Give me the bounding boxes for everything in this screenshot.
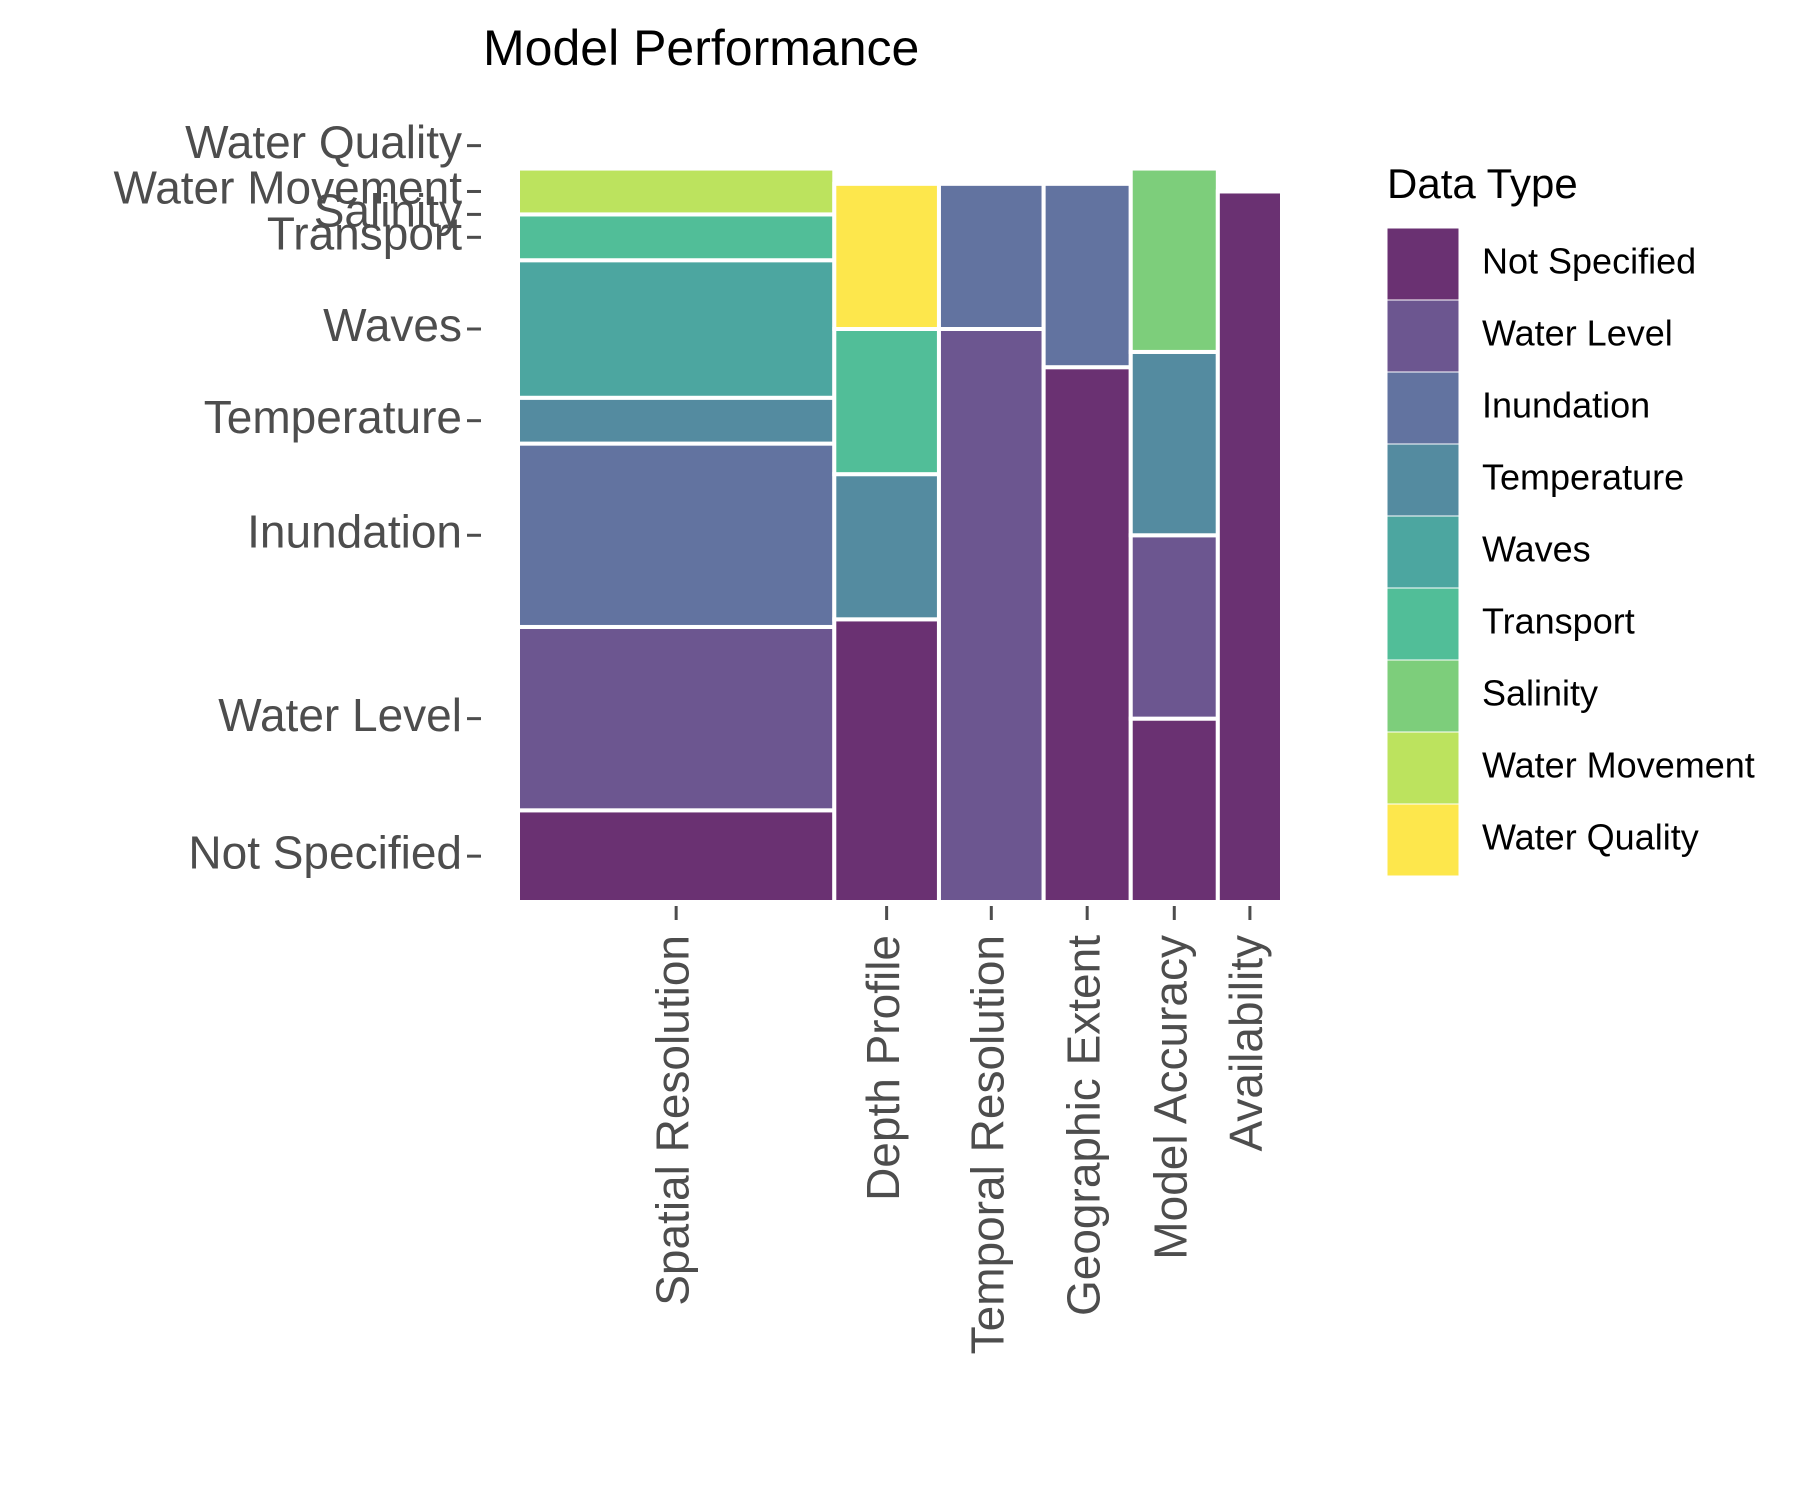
tile-spatial-resolution-waves	[516, 258, 837, 400]
legend: Data Type Not Specified Water Level Inunda…	[1386, 160, 1755, 877]
x-tick-label: Spatial Resolution	[646, 935, 698, 1306]
legend-label: Waves	[1482, 529, 1591, 570]
tile-temporal-resolution-water-level	[936, 327, 1046, 904]
x-tick-label: Model Accuracy	[1144, 935, 1196, 1260]
legend-label: Water Movement	[1482, 745, 1755, 786]
column-availability	[1215, 189, 1284, 905]
legend-label: Temperature	[1482, 457, 1684, 498]
y-tick-label: Waves	[323, 299, 462, 351]
y-tick-label: Salinity	[314, 185, 462, 237]
legend-key-not-specified	[1386, 227, 1460, 301]
legend-key-temperature	[1386, 443, 1460, 517]
y-tick-label: Water Quality	[185, 116, 462, 168]
tile-temporal-resolution-inundation	[936, 181, 1046, 331]
column-temporal-resolution	[936, 181, 1046, 904]
tile-spatial-resolution-water-movement	[516, 166, 837, 217]
y-tick-label: Water Movement	[113, 162, 462, 214]
legend-label: Salinity	[1482, 673, 1598, 714]
tile-depth-profile-not-specified	[832, 617, 941, 904]
y-tick-label: Water Level	[218, 689, 462, 741]
tile-model-accuracy-temperature	[1128, 349, 1220, 538]
y-tick-label: Temperature	[204, 391, 462, 443]
legend-key-waves	[1386, 515, 1460, 589]
y-tick-label: Transport	[267, 207, 462, 259]
tile-spatial-resolution-not-specified	[516, 808, 837, 905]
tile-geographic-extent-not-specified	[1041, 365, 1133, 904]
x-tick-label: Depth Profile	[857, 935, 909, 1201]
column-model-accuracy	[1128, 166, 1220, 905]
tile-depth-profile-transport	[832, 327, 941, 477]
tile-model-accuracy-water-level	[1128, 533, 1220, 721]
tile-depth-profile-water-quality	[832, 181, 941, 331]
tile-spatial-resolution-water-level	[516, 624, 837, 813]
column-depth-profile	[832, 181, 941, 904]
legend-key-salinity	[1386, 659, 1460, 733]
legend-key-transport	[1386, 587, 1460, 661]
x-tick-label: Availability	[1220, 935, 1272, 1151]
plot-area	[516, 166, 1284, 905]
legend-label: Transport	[1482, 601, 1635, 642]
x-tick-label: Geographic Extent	[1057, 935, 1109, 1316]
legend-key-inundation	[1386, 371, 1460, 445]
legend-key-water-movement	[1386, 731, 1460, 805]
column-geographic-extent	[1041, 181, 1133, 904]
x-tick-label: Temporal Resolution	[961, 935, 1013, 1354]
legend-key-water-level	[1386, 299, 1460, 373]
x-axis: Spatial Resolution Depth Profile Temporal …	[646, 906, 1272, 1354]
tile-model-accuracy-salinity	[1128, 166, 1220, 354]
column-spatial-resolution	[516, 166, 837, 905]
tile-spatial-resolution-temperature	[516, 395, 837, 446]
legend-label: Not Specified	[1482, 241, 1696, 282]
tile-spatial-resolution-inundation	[516, 441, 837, 629]
legend-label: Water Quality	[1482, 817, 1699, 858]
tile-depth-profile-temperature	[832, 472, 941, 622]
tile-geographic-extent-inundation	[1041, 181, 1133, 370]
tile-model-accuracy-not-specified	[1128, 716, 1220, 905]
legend-key-water-quality	[1386, 803, 1460, 877]
y-tick-label: Not Specified	[188, 826, 462, 878]
legend-label: Inundation	[1482, 385, 1650, 426]
legend-label: Water Level	[1482, 313, 1673, 354]
legend-title: Data Type	[1387, 160, 1578, 207]
tile-spatial-resolution-transport	[516, 212, 837, 263]
tile-availability-not-specified	[1215, 189, 1284, 905]
y-tick-label: Inundation	[247, 505, 462, 557]
chart-title: Model Performance	[483, 20, 919, 76]
y-axis: Not Specified Water Level Inundation Temper…	[113, 116, 481, 878]
